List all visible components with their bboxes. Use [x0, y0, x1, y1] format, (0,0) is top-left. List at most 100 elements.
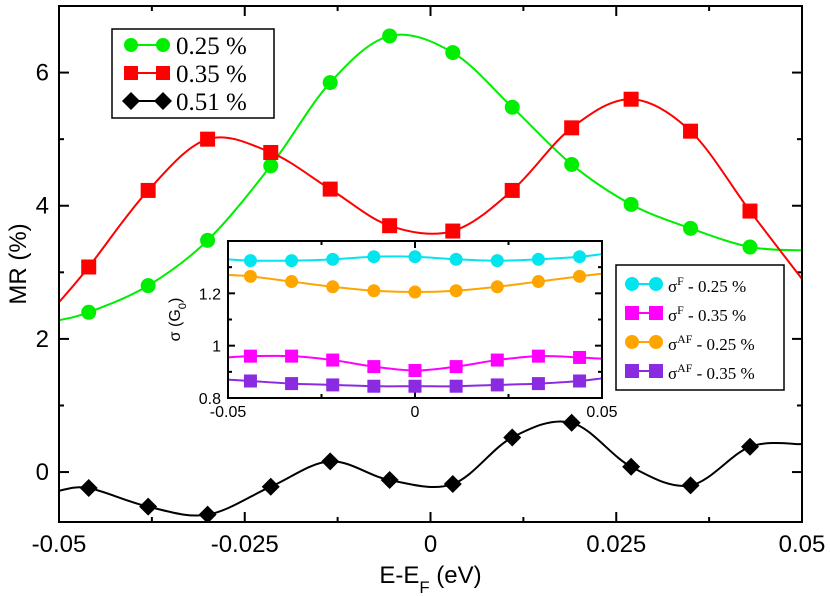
y-tick-label: 0 — [36, 459, 49, 486]
data-point — [382, 218, 398, 234]
inset-legend-marker — [649, 277, 663, 291]
inset-legend-label: σF - 0.35 % — [668, 303, 746, 325]
inset-data-point — [367, 250, 381, 264]
y-tick-label: 4 — [36, 193, 49, 220]
series-line — [59, 33, 802, 322]
inset-data-point — [408, 285, 422, 299]
inset-data-point — [449, 284, 463, 298]
data-point — [263, 158, 279, 174]
data-point — [321, 452, 340, 471]
x-tick-label: 0.025 — [586, 531, 646, 558]
legend-label: 0.51 % — [176, 89, 247, 116]
data-point — [564, 156, 580, 172]
inset-data-point — [243, 254, 257, 268]
legend-marker — [124, 66, 138, 80]
main-plot: -0.05 -0.025 0 0.025 0.05 0 2 4 6 E-EF (eV) MR (%)… — [5, 5, 826, 596]
inset-plot: -0.05 0 0.050.811.2σ (G0)σF - 0.25 %σF - 0… — [167, 240, 785, 421]
inset-legend-marker — [625, 306, 639, 320]
data-point — [623, 91, 639, 107]
y-tick-label: 2 — [36, 326, 49, 353]
legend-marker — [154, 92, 172, 110]
inset-data-point — [573, 350, 587, 364]
inset-x-tick-label: -0.05 — [210, 404, 247, 421]
inset-data-point — [531, 377, 545, 391]
legend-marker — [156, 38, 170, 52]
inset-y-tick-label: 1 — [212, 339, 221, 356]
legend-marker — [122, 92, 140, 110]
inset-data-point — [573, 374, 587, 388]
data-point — [443, 475, 462, 494]
x-tick-label: -0.05 — [32, 531, 87, 558]
data-point — [562, 413, 581, 432]
inset-legend-box — [615, 264, 785, 391]
inset-legend-marker — [625, 335, 639, 349]
inset-data-point — [326, 378, 340, 392]
data-point — [140, 182, 156, 198]
y-tick-label: 6 — [36, 60, 49, 87]
series-line — [59, 420, 802, 517]
inset-legend-marker — [649, 306, 663, 320]
data-point — [445, 223, 461, 239]
data-point — [683, 123, 699, 139]
inset-legend-marker — [625, 277, 639, 291]
data-point — [79, 479, 98, 498]
x-axis-title: E-EF (eV) — [379, 562, 481, 596]
data-point — [261, 477, 280, 496]
data-point — [81, 259, 97, 275]
inset-data-point — [326, 252, 340, 266]
data-point — [681, 476, 700, 495]
inset-x-tick-label: 0 — [411, 404, 420, 421]
data-point — [623, 196, 639, 212]
inset-y-tick-label: 0.8 — [199, 391, 221, 408]
data-point — [503, 428, 522, 447]
data-point — [382, 28, 398, 44]
inset-data-point — [243, 374, 257, 388]
y-axis-title: MR (%) — [5, 223, 32, 304]
inset-data-point — [408, 250, 422, 264]
data-point — [564, 120, 580, 136]
inset-data-point — [285, 377, 299, 391]
data-point — [740, 437, 759, 456]
data-point — [263, 144, 279, 160]
data-point — [200, 131, 216, 147]
x-tick-label: 0 — [424, 531, 437, 558]
inset-y-tick-label: 1.2 — [199, 286, 221, 303]
inset-data-point — [326, 280, 340, 294]
inset-data-point — [449, 360, 463, 374]
inset-data-point — [531, 275, 545, 289]
data-point — [140, 278, 156, 294]
legend-marker — [156, 66, 170, 80]
data-point — [322, 181, 338, 197]
inset-data-point — [367, 284, 381, 298]
inset-legend-marker — [625, 364, 639, 378]
data-point — [200, 232, 216, 248]
x-tick-label: 0.05 — [779, 531, 826, 558]
inset-data-point — [531, 252, 545, 266]
inset-legend-label: σF - 0.25 % — [668, 274, 746, 296]
data-point — [445, 45, 461, 61]
inset-data-point — [573, 269, 587, 283]
series-group — [59, 28, 802, 522]
inset-data-point — [243, 349, 257, 363]
data-point — [380, 471, 399, 490]
legend-marker — [124, 38, 138, 52]
inset-data-point — [285, 275, 299, 289]
inset-data-point — [285, 349, 299, 363]
plot-frame — [58, 5, 803, 523]
data-point — [139, 497, 158, 516]
inset-data-point — [326, 353, 340, 367]
inset-legend-marker — [649, 364, 663, 378]
inset-data-point — [367, 379, 381, 393]
data-point — [198, 505, 217, 522]
inset-data-point — [490, 378, 504, 392]
inset-data-point — [408, 364, 422, 378]
data-point — [742, 203, 758, 219]
inset-data-point — [490, 254, 504, 268]
data-point — [81, 304, 97, 320]
data-point — [742, 239, 758, 255]
inset-legend-label: σAF - 0.25 % — [668, 332, 755, 354]
inset-legend-marker — [649, 335, 663, 349]
inset-data-point — [449, 379, 463, 393]
inset-data-point — [449, 252, 463, 266]
